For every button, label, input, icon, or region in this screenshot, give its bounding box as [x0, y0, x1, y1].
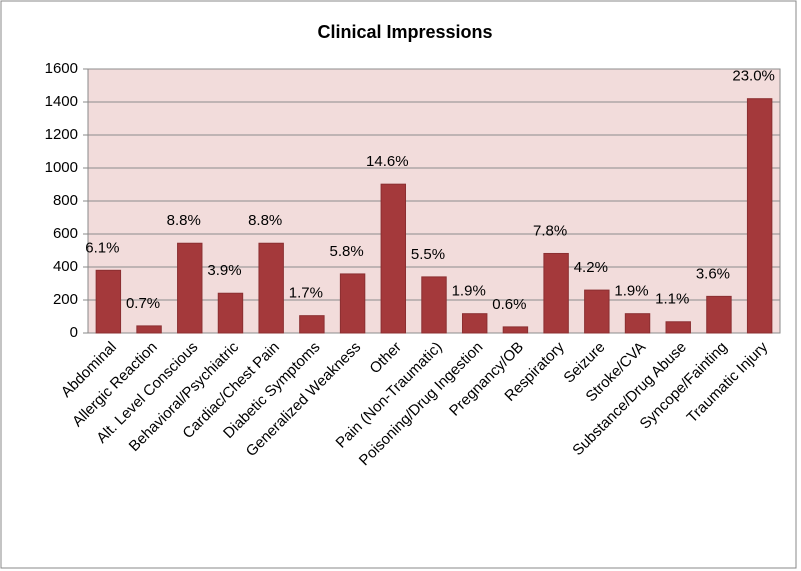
- bar: [217, 292, 244, 334]
- y-tick-label: 1200: [45, 126, 78, 143]
- bar: [543, 252, 569, 334]
- data-label: 0.7%: [126, 295, 160, 312]
- y-tick-label: 0: [70, 324, 78, 341]
- y-tick-label: 1400: [45, 93, 78, 110]
- bar: [421, 276, 447, 334]
- data-label: 14.6%: [366, 153, 409, 170]
- data-label: 7.8%: [533, 222, 567, 239]
- bar: [584, 289, 610, 334]
- data-label: 3.9%: [207, 262, 241, 279]
- data-label: 5.5%: [411, 246, 445, 263]
- bar: [380, 183, 407, 334]
- data-label: 1.1%: [655, 291, 689, 308]
- bar: [136, 325, 162, 334]
- bar: [502, 326, 529, 334]
- y-tick-label: 800: [53, 192, 78, 209]
- y-tick-label: 400: [53, 258, 78, 275]
- bar: [339, 273, 366, 334]
- chart-title: Clinical Impressions: [317, 22, 492, 42]
- data-label: 1.7%: [289, 285, 323, 302]
- data-label: 5.8%: [329, 243, 363, 260]
- bar: [299, 315, 325, 334]
- data-label: 1.9%: [452, 283, 486, 300]
- bar: [258, 242, 284, 334]
- data-label: 23.0%: [732, 68, 775, 85]
- data-label: 3.6%: [696, 265, 730, 282]
- data-label: 4.2%: [574, 259, 608, 276]
- bar: [665, 321, 691, 334]
- data-label: 0.6%: [492, 296, 526, 313]
- bar: [461, 313, 488, 334]
- bar: [746, 98, 773, 334]
- bar: [95, 269, 122, 334]
- y-tick-label: 1600: [45, 60, 78, 77]
- y-tick-label: 1000: [45, 159, 78, 176]
- data-label: 1.9%: [614, 283, 648, 300]
- bar: [177, 242, 203, 334]
- data-label: 8.8%: [248, 212, 282, 229]
- data-label: 6.1%: [85, 239, 119, 256]
- y-tick-label: 600: [53, 225, 78, 242]
- bar: [706, 295, 732, 334]
- bar: [624, 313, 651, 334]
- y-tick-label: 200: [53, 291, 78, 308]
- data-label: 8.8%: [167, 212, 201, 229]
